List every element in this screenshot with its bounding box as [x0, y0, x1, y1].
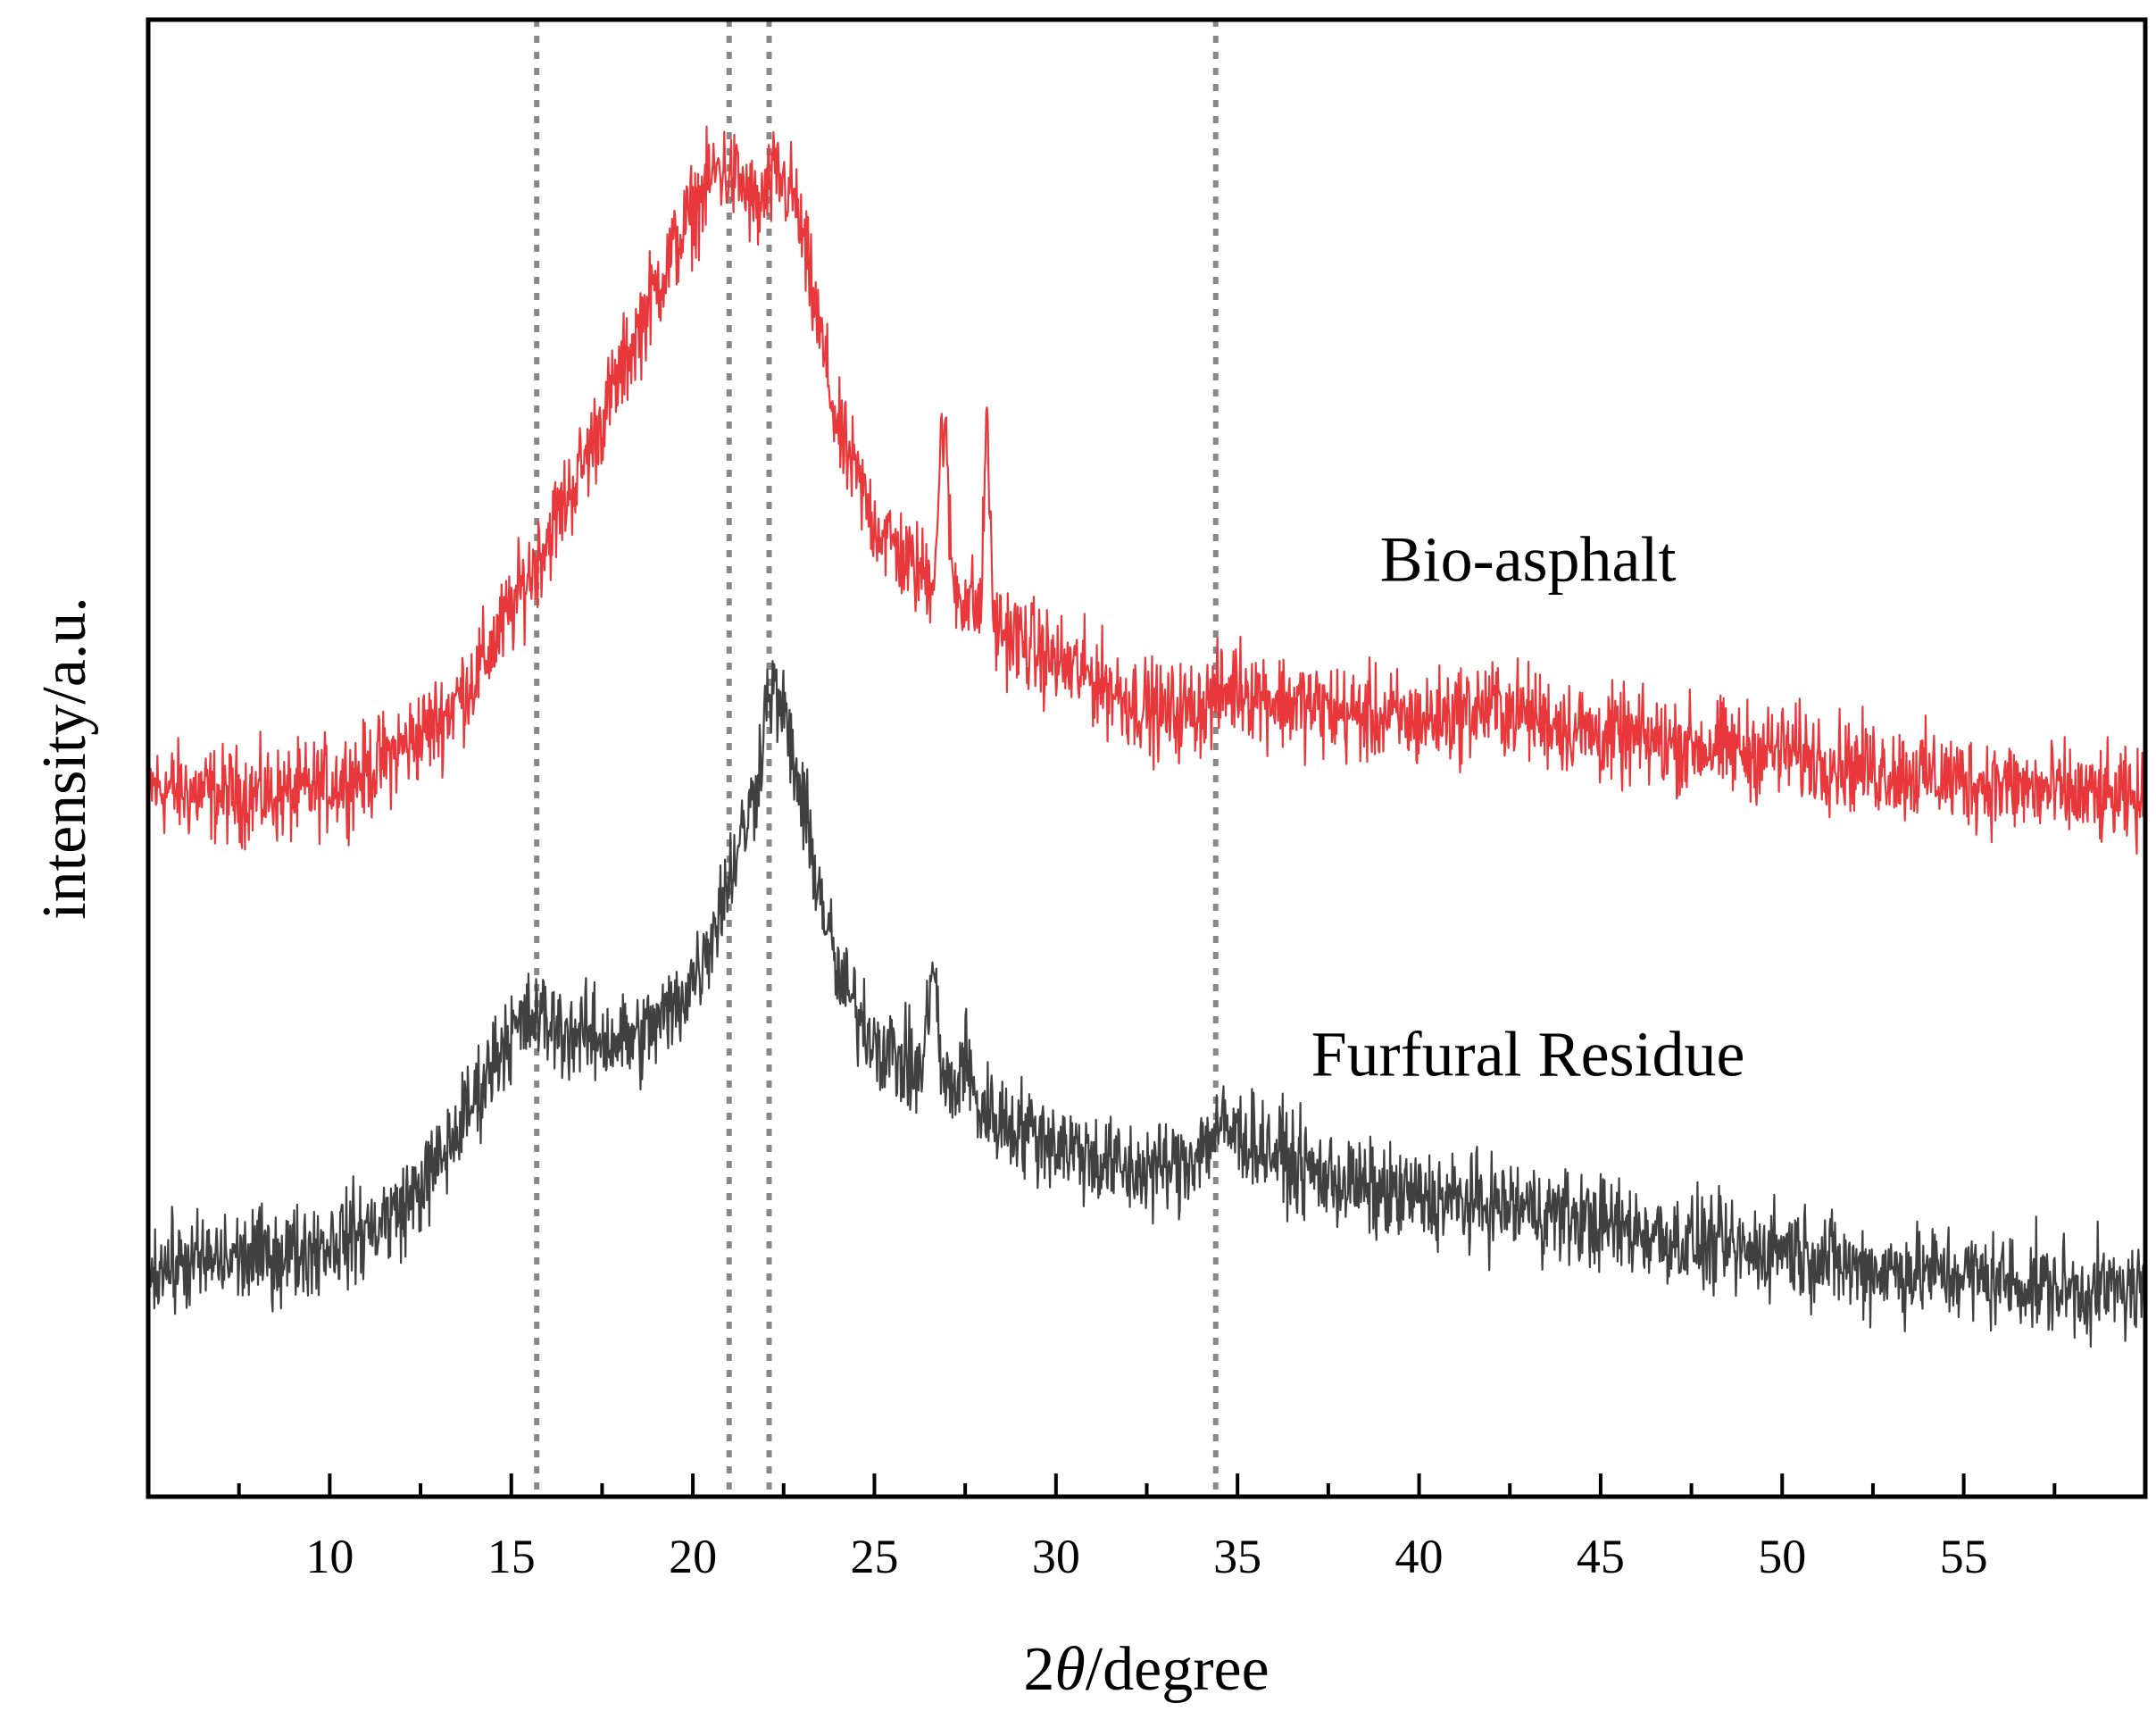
series-label-1: Furfural Residue: [1311, 1019, 1745, 1090]
series-label-0: Bio-asphalt: [1380, 524, 1677, 596]
series-labels: Bio-asphalt Furfural Residue: [1311, 524, 1745, 1090]
y-axis-title: intensity/a.u.: [30, 597, 99, 920]
x-tick-label: 10: [305, 1530, 354, 1583]
x-tick-label: 40: [1395, 1530, 1444, 1583]
series-line-0: [146, 125, 2147, 856]
x-tick-label: 25: [850, 1530, 898, 1583]
x-tick-label: 20: [669, 1530, 717, 1583]
x-tick-label: 35: [1213, 1530, 1261, 1583]
x-tick-label: 30: [1032, 1530, 1080, 1583]
x-tick-label: 45: [1577, 1530, 1625, 1583]
x-tick-label: 55: [1940, 1530, 1988, 1583]
x-tick-label: 50: [1758, 1530, 1806, 1583]
series-group: [146, 125, 2147, 1348]
x-tick-label: 15: [487, 1530, 536, 1583]
x-ticks: [237, 1473, 2057, 1497]
x-tick-labels: 10 15 20 25 30 35 40 45 50 55: [305, 1530, 1987, 1583]
x-axis-title: 2θ/degree: [1023, 1635, 1269, 1704]
series-line-1: [146, 660, 2147, 1348]
reference-lines: [534, 20, 1219, 1497]
